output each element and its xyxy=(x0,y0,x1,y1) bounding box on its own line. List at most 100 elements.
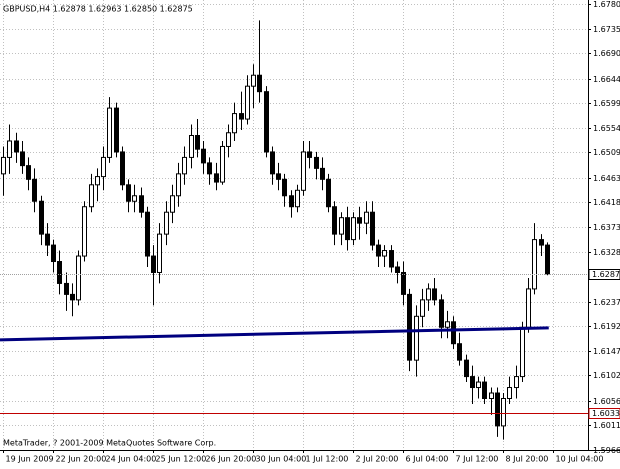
candle-body xyxy=(470,376,475,389)
candle-body xyxy=(257,74,262,93)
x-tick-label: 25 Jun 12:00 xyxy=(156,455,207,464)
candle-body xyxy=(320,167,325,180)
y-tick-label: 1.59660 xyxy=(593,446,620,455)
candle-body xyxy=(89,184,94,208)
y-tick-label: 1.66900 xyxy=(593,49,620,58)
candle-body xyxy=(7,140,12,158)
y-tick-label: 1.61920 xyxy=(593,322,620,331)
candle-body xyxy=(139,195,144,213)
candle-body xyxy=(176,173,181,197)
level-label-box xyxy=(588,408,620,419)
candle-body xyxy=(276,173,281,180)
candle-body xyxy=(301,151,306,191)
candle-body xyxy=(401,271,406,295)
y-tick-label: 1.65990 xyxy=(593,99,620,108)
candle-body xyxy=(439,299,444,328)
candle-body xyxy=(95,176,100,186)
x-tick-label: 26 Jun 20:00 xyxy=(206,455,257,464)
x-tick-label: 24 Jun 04:00 xyxy=(106,455,157,464)
chart-header: GBPUSD,H4 1.62878 1.62963 1.62850 1.6287… xyxy=(3,5,193,14)
candle-body xyxy=(232,113,237,134)
candle-body xyxy=(339,217,344,235)
x-tick-label: 22 Jun 20:00 xyxy=(56,455,107,464)
candle-body xyxy=(57,261,62,284)
y-tick-label: 1.64180 xyxy=(593,198,620,207)
candle-body xyxy=(357,217,362,224)
y-tick-label: 1.60110 xyxy=(593,421,620,430)
candle-body xyxy=(76,255,81,301)
candle-body xyxy=(395,266,400,273)
candle-body xyxy=(414,315,419,361)
candle-body xyxy=(514,376,519,389)
candle-body xyxy=(120,151,125,186)
candle-body xyxy=(220,145,225,183)
candle-body xyxy=(532,239,537,290)
candle-body xyxy=(332,206,337,235)
candle-body xyxy=(539,239,544,246)
y-tick-label: 1.60560 xyxy=(593,397,620,406)
y-tick-label: 1.66440 xyxy=(593,75,620,84)
candle-body xyxy=(45,233,50,246)
candle-body xyxy=(476,381,481,389)
candle-body xyxy=(82,206,87,257)
candle-body xyxy=(382,250,387,257)
candle-body xyxy=(326,178,331,208)
y-tick-label: 1.67350 xyxy=(593,25,620,34)
candle-body xyxy=(164,211,169,235)
candle-body xyxy=(264,91,269,153)
candle-body xyxy=(482,381,487,399)
bid-label: 1.62875 xyxy=(592,270,620,279)
candle-body xyxy=(132,195,137,202)
candle-body xyxy=(189,134,194,158)
y-tick-label: 1.67800 xyxy=(593,0,620,9)
candle-body xyxy=(239,113,244,120)
y-tick-label: 1.61470 xyxy=(593,347,620,356)
candle-body xyxy=(32,178,37,202)
y-tick-label: 1.65540 xyxy=(593,124,620,133)
candle-body xyxy=(282,178,287,197)
candle-body xyxy=(207,162,212,175)
x-tick-label: 7 Jul 12:00 xyxy=(456,455,499,464)
candle-body xyxy=(370,211,375,246)
candle-body xyxy=(182,156,187,175)
candle-body xyxy=(457,343,462,361)
candle-body xyxy=(445,321,450,328)
candle-body xyxy=(289,195,294,208)
candle-body xyxy=(376,244,381,257)
x-tick-label: 1 Jul 12:00 xyxy=(306,455,349,464)
plot-area xyxy=(0,20,588,440)
candle-body xyxy=(251,74,256,87)
candle-body xyxy=(270,151,275,175)
grid xyxy=(0,0,588,451)
candle-body xyxy=(51,244,56,263)
x-tick-label: 8 Jul 20:00 xyxy=(506,455,549,464)
candle-body xyxy=(107,107,112,158)
candle-body xyxy=(245,85,250,120)
y-tick-label: 1.61020 xyxy=(593,371,620,380)
y-tick-label: 1.63280 xyxy=(593,248,620,257)
candle-body xyxy=(101,156,106,178)
candle-body xyxy=(20,151,25,167)
y-tick-label: 1.64630 xyxy=(593,174,620,183)
candle-body xyxy=(145,211,150,257)
y-tick-label: 1.65090 xyxy=(593,148,620,157)
y-tick-label: 1.63730 xyxy=(593,223,620,232)
candle-body xyxy=(170,195,175,213)
candle-body xyxy=(14,140,19,153)
candle-body xyxy=(126,184,131,202)
candle-body xyxy=(114,107,119,153)
candle-body xyxy=(70,293,75,301)
candle-body xyxy=(426,288,431,301)
moving-average xyxy=(0,326,549,342)
candle-body xyxy=(364,211,369,224)
candle-body xyxy=(489,392,494,399)
candle-body xyxy=(195,134,200,150)
candle-body xyxy=(495,392,500,427)
bid-label-box xyxy=(588,269,620,280)
candle-body xyxy=(507,387,512,399)
candle-body xyxy=(432,288,437,301)
candle-body xyxy=(307,151,312,158)
candle-body xyxy=(314,156,319,169)
candle-body xyxy=(151,255,156,273)
